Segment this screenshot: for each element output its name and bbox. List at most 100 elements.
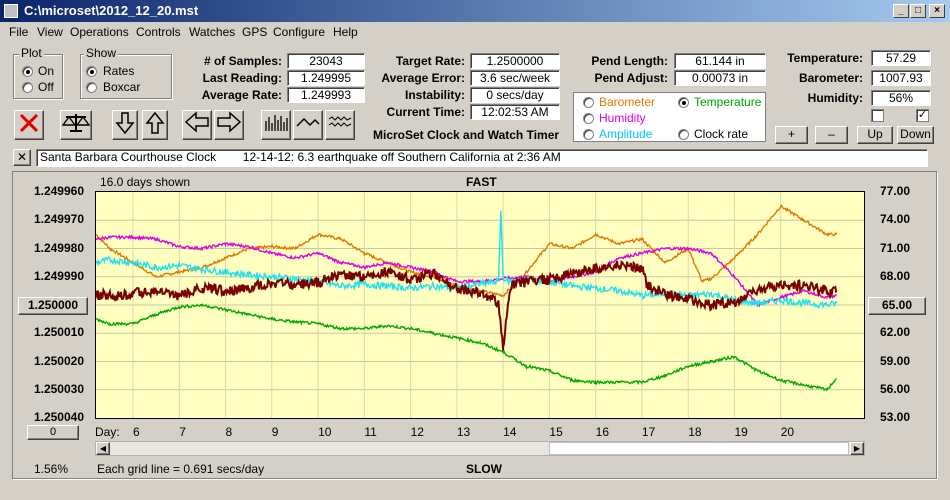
instability-label: Instability: — [404, 88, 465, 102]
y-right-tick-label: 68.00 — [879, 268, 910, 283]
chart-plot-area[interactable] — [95, 191, 865, 419]
x-tick-label: 18 — [688, 425, 702, 439]
chart-scrollbar[interactable]: ◀ ▶ — [95, 441, 865, 456]
minimize-button[interactable]: _ — [893, 4, 909, 18]
clear-note-button[interactable]: ✕ — [13, 149, 31, 166]
menu-gps[interactable]: GPS — [242, 25, 268, 39]
menu-configure[interactable]: Configure — [273, 25, 326, 39]
x-tick-label: 8 — [225, 425, 233, 439]
overlay-humidity-radio[interactable] — [583, 113, 594, 124]
chart-bottom-label: SLOW — [466, 462, 502, 476]
show-rates-radio[interactable] — [86, 66, 97, 77]
y-left-tick-label: 1.250040 — [33, 410, 84, 424]
humidity-value: 56% — [871, 90, 931, 106]
x-tick-label: 9 — [271, 425, 279, 439]
humidity-label: Humidity: — [807, 91, 863, 105]
target-rate-label: Target Rate: — [395, 54, 465, 68]
x-tick-label: 17 — [641, 425, 656, 439]
y-right-tick-label: 59.00 — [879, 353, 910, 368]
percent-label: 1.56% — [34, 462, 69, 476]
right-axis-value-button[interactable]: 65.00 — [868, 297, 926, 315]
barometer-label: Barometer: — [798, 71, 863, 85]
overlay-temperature-label: Temperature — [694, 95, 762, 109]
bar-graph-icon — [265, 115, 288, 131]
show-rates-label: Rates — [103, 64, 135, 78]
x-tick-label: 6 — [133, 425, 140, 439]
pend-length-label: Pend Length: — [591, 54, 668, 68]
arrow-up-icon — [145, 111, 165, 134]
target-rate-value[interactable]: 1.2500000 — [470, 53, 560, 69]
maximize-button[interactable]: □ — [910, 4, 926, 18]
overlay-barometer-radio[interactable] — [583, 97, 594, 108]
menu-view[interactable]: View — [37, 25, 63, 39]
average-error-label: Average Error: — [381, 71, 465, 85]
y-left-tick-label: 1.249970 — [33, 212, 84, 227]
overlay-humidity-label: Humidity — [599, 111, 646, 125]
x-tick-label: 20 — [780, 425, 795, 439]
app-title-label: MicroSet Clock and Watch Timer — [373, 128, 560, 142]
option-checkbox-2[interactable]: ✓ — [916, 109, 929, 122]
move-up-button[interactable] — [142, 110, 168, 140]
arrow-right-icon — [217, 111, 242, 133]
line-graph-button[interactable] — [293, 110, 323, 140]
grid-note-label: Each grid line = 0.691 secs/day — [97, 462, 265, 476]
balance-scale-icon — [62, 114, 90, 132]
scale-down-button[interactable]: Down — [897, 126, 934, 144]
overlay-clock-rate-radio[interactable] — [678, 129, 689, 140]
show-group-title: Show — [84, 46, 119, 60]
series-humidity — [95, 234, 837, 308]
pend-adjust-value: 0.00073 in — [674, 70, 766, 86]
current-time-label: Current Time: — [386, 105, 465, 119]
show-group — [80, 54, 172, 99]
arrow-left-icon — [184, 111, 209, 133]
scroll-right-button[interactable] — [214, 110, 244, 140]
samples-label: # of Samples: — [203, 54, 282, 68]
pend-length-value: 61.144 in — [674, 53, 766, 69]
scroll-left-arrow[interactable]: ◀ — [96, 442, 110, 455]
scale-minus-button[interactable]: – — [815, 126, 848, 144]
app-icon[interactable] — [4, 4, 18, 18]
scrollbar-thumb[interactable] — [549, 442, 849, 455]
show-boxcar-radio[interactable] — [86, 82, 97, 93]
arrow-down-icon — [115, 112, 135, 135]
menu-operations[interactable]: Operations — [70, 25, 129, 39]
scroll-right-arrow[interactable]: ▶ — [850, 442, 864, 455]
note-field[interactable]: Santa Barbara Courthouse Clock 12-14-12:… — [36, 149, 928, 167]
temperature-value: 57.29 — [871, 50, 931, 66]
noise-graph-button[interactable] — [325, 110, 355, 140]
pend-adjust-label: Pend Adjust: — [594, 71, 668, 85]
instability-value: 0 secs/day — [470, 87, 560, 103]
series-clock-rate — [95, 260, 838, 351]
move-down-button[interactable] — [112, 110, 138, 140]
menu-watches[interactable]: Watches — [189, 25, 236, 39]
y-left-tick-label: 1.249960 — [33, 184, 84, 198]
menu-bar: File View Operations Controls Watches GP… — [0, 22, 950, 42]
menu-controls[interactable]: Controls — [136, 25, 181, 39]
bar-graph-button[interactable] — [261, 110, 291, 140]
x-tick-label: 13 — [456, 425, 471, 439]
left-axis-value-button[interactable]: 1.250000 — [18, 297, 88, 315]
last-reading-label: Last Reading: — [202, 71, 282, 85]
overlay-amplitude-label: Amplitude — [599, 127, 653, 141]
y-right-tick-label: 71.00 — [879, 240, 910, 255]
menu-help[interactable]: Help — [333, 25, 358, 39]
plot-on-radio[interactable] — [22, 66, 33, 77]
scroll-left-button[interactable] — [182, 110, 212, 140]
overlay-temperature-radio[interactable] — [678, 97, 689, 108]
last-reading-value: 1.249995 — [287, 70, 365, 86]
scale-plus-button[interactable]: + — [775, 126, 808, 144]
y-left-tick-label: 1.250030 — [33, 381, 84, 396]
plot-off-radio[interactable] — [22, 82, 33, 93]
y-right-tick-label: 77.00 — [879, 184, 910, 198]
clear-button[interactable] — [14, 110, 44, 140]
scale-up-button[interactable]: Up — [857, 126, 893, 144]
option-checkbox-1[interactable] — [871, 109, 884, 122]
chart-panel — [12, 171, 937, 479]
y-right-tick-label: 56.00 — [879, 381, 910, 396]
overlay-amplitude-radio[interactable] — [583, 129, 594, 140]
menu-file[interactable]: File — [9, 25, 29, 39]
balance-button[interactable] — [60, 110, 92, 140]
lower-value-button[interactable]: 0 — [27, 425, 79, 440]
close-window-button[interactable]: × — [929, 4, 945, 18]
y-right-tick-label: 53.00 — [879, 410, 910, 424]
